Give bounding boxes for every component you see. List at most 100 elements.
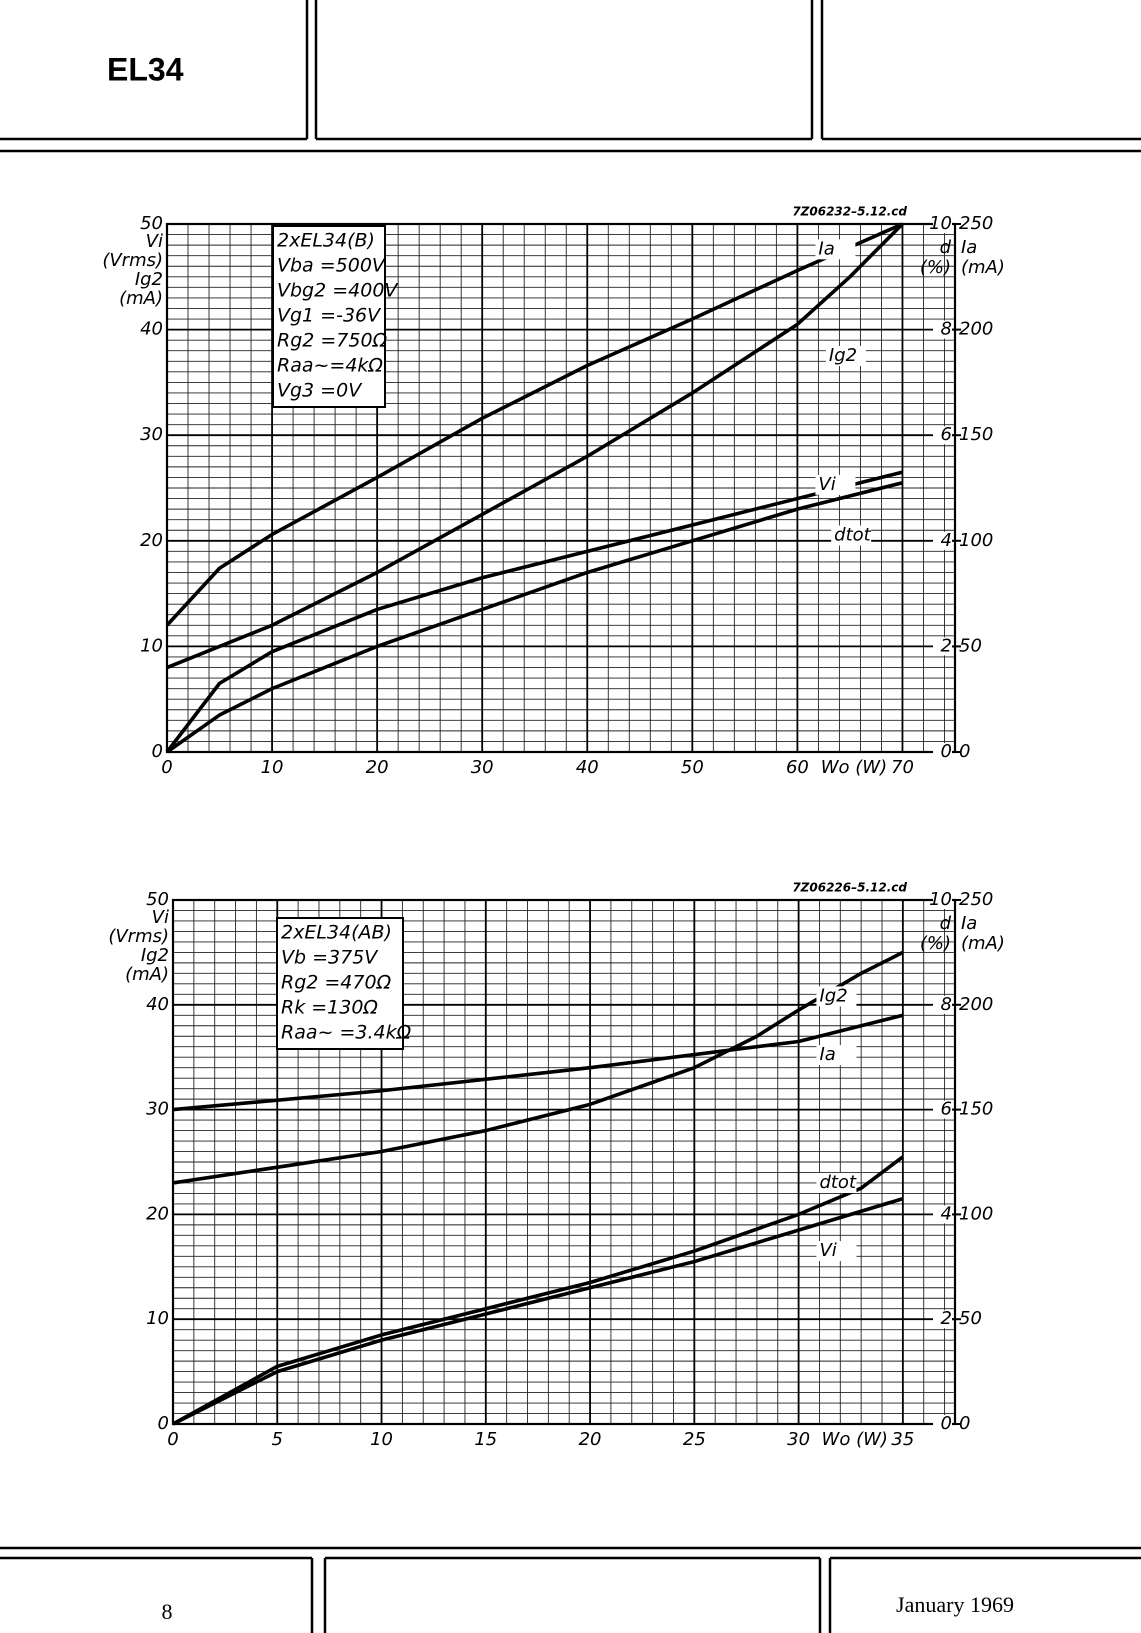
page-number: 8	[162, 1599, 173, 1624]
y-axis-label: (Vrms)	[102, 250, 163, 271]
y-axis-label: (Vrms)	[108, 926, 169, 947]
x-axis-label: Wo (W)	[821, 757, 887, 778]
annotation-line: Rk =130Ω	[281, 997, 378, 1019]
curve	[165, 222, 904, 627]
y2-axis-label: (%)	[920, 933, 951, 954]
x-tick-label: 15	[474, 1429, 497, 1450]
curve	[172, 1155, 904, 1426]
y2-tick-label: 8	[941, 319, 952, 340]
y-axis-label: Vi	[146, 231, 163, 252]
date: January 1969	[896, 1592, 1014, 1617]
tick-label-bg	[933, 1205, 952, 1224]
curve-label-bg	[825, 346, 866, 366]
y-tick-label: 20	[140, 530, 163, 551]
tick-label-bg	[933, 1415, 952, 1433]
annotation-line: Vg1 =-36V	[277, 305, 382, 327]
annotation-line: Rg2 =750Ω	[277, 330, 388, 352]
y-tick-label: 50	[146, 889, 169, 910]
y2-tick-label: 10	[929, 213, 952, 234]
annotation-line: Vba =500V	[277, 255, 387, 277]
x-tick-label: 35	[891, 1429, 914, 1450]
annotation-box	[272, 225, 386, 408]
y-tick-label: 0	[152, 741, 163, 762]
y-axis-label: Ig2	[141, 945, 169, 966]
curve	[172, 1013, 904, 1112]
x-axis-label: Wo (W)	[822, 1429, 888, 1450]
y3-axis-label: (mA)	[961, 257, 1005, 278]
y-tick-label: 10	[140, 635, 163, 656]
annotation-line: Vbg2 =400V	[277, 280, 399, 302]
curve-label-bg	[815, 239, 856, 260]
annotation-line: Vg3 =0V	[277, 380, 363, 402]
y-axis-label: Ig2	[135, 269, 163, 290]
y2-tick-label: 8	[941, 994, 952, 1015]
tick-label-bg	[933, 891, 952, 909]
curve	[172, 1196, 904, 1426]
curve-label-bg	[816, 1172, 857, 1193]
y2-tick-label: 0	[941, 741, 952, 762]
y-tick-label: 40	[146, 994, 169, 1015]
y2-tick-label: 0	[941, 1413, 952, 1434]
y-tick-label: 50	[140, 213, 163, 234]
y3-tick-label: 250	[959, 213, 993, 234]
y2-tick-label: 10	[929, 889, 952, 910]
x-tick-label: 60	[786, 757, 809, 778]
curve-label: Ia	[819, 1044, 835, 1065]
x-tick-label: 10	[370, 1429, 393, 1450]
tick-label-bg	[933, 320, 952, 339]
curve-label: Vi	[818, 474, 835, 495]
tick-label-bg	[933, 426, 952, 445]
y2-tick-label: 2	[941, 635, 952, 656]
chart-code: 7Z06232–5.12.cd	[792, 205, 907, 219]
x-tick-label: 5	[272, 1429, 283, 1450]
annotation-line: Raa~=4kΩ	[277, 355, 383, 377]
y3-tick-label: 50	[959, 1308, 982, 1329]
y2-axis-label: (%)	[920, 257, 951, 278]
tick-label-bg	[933, 743, 952, 761]
x-tick-label: 50	[681, 757, 704, 778]
curve-label: Vi	[819, 1240, 836, 1261]
annotation-line: 2xEL34(AB)	[281, 922, 392, 944]
x-tick-label: 30	[471, 757, 494, 778]
annotation-line: 2xEL34(B)	[277, 230, 375, 252]
tick-label-bg	[933, 1100, 952, 1119]
tick-label-bg	[933, 1310, 952, 1329]
y-tick-label: 40	[140, 319, 163, 340]
x-tick-label: 25	[683, 1429, 706, 1450]
annotation-line: Vb =375V	[281, 947, 379, 969]
annotation-line: Raa~ =3.4kΩ	[281, 1022, 412, 1044]
annotation-line: Rg2 =470Ω	[281, 972, 392, 994]
curve-label: Ig2	[829, 345, 857, 366]
x-tick-label: 40	[576, 757, 599, 778]
x-tick-label: 20	[579, 1429, 602, 1450]
y-tick-label: 30	[140, 424, 163, 445]
y2-axis-label: d	[940, 237, 952, 258]
curve-label: dtot	[819, 1172, 856, 1193]
x-tick-label: 0	[167, 1429, 178, 1450]
y3-axis-label: Ia	[961, 237, 977, 258]
y3-tick-label: 0	[959, 1413, 970, 1434]
y3-tick-label: 100	[959, 530, 993, 551]
y-tick-label: 10	[146, 1308, 169, 1329]
y3-tick-label: 0	[959, 741, 970, 762]
curve-label-bg	[816, 1241, 857, 1262]
curve	[172, 950, 904, 1185]
y-axis-label: (mA)	[125, 964, 169, 985]
y2-tick-label: 4	[941, 530, 952, 551]
tick-label-bg	[933, 531, 952, 550]
y3-tick-label: 200	[959, 994, 993, 1015]
x-tick-label: 70	[891, 757, 914, 778]
y2-tick-label: 4	[941, 1203, 952, 1224]
chart-code: 7Z06226–5.12.cd	[792, 881, 907, 895]
y3-tick-label: 150	[959, 424, 993, 445]
curve	[165, 470, 903, 754]
curve-label: Ig2	[819, 985, 847, 1006]
y-axis-label: Vi	[152, 907, 169, 928]
y3-tick-label: 100	[959, 1203, 993, 1224]
tick-label-bg	[933, 995, 952, 1014]
curve	[165, 480, 903, 754]
